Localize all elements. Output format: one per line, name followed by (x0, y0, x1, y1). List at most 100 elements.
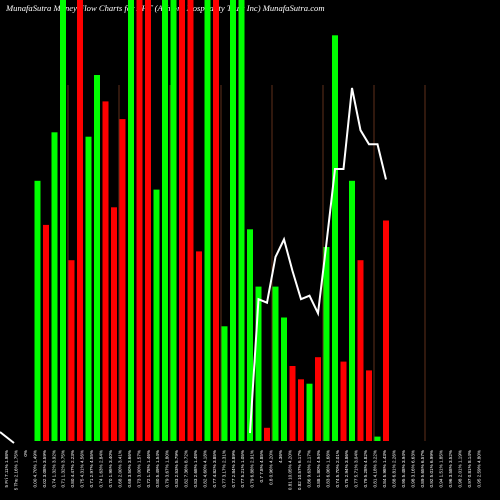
tick-label: 0.77 5.71% 3.04% (354, 450, 359, 488)
bar (230, 0, 236, 441)
tick-label: 0.79 3.67% 1.80% (165, 450, 170, 488)
bar (170, 0, 177, 441)
tick-label: 0.88 6.81% 2.26% (391, 450, 396, 488)
bar (68, 260, 75, 441)
money-flow-line (249, 87, 387, 434)
bar (238, 0, 245, 441)
bar (255, 286, 262, 441)
bar (119, 119, 126, 441)
bar (289, 366, 296, 441)
bar (51, 132, 58, 442)
bar (221, 326, 228, 441)
tick-label: 0.84 5.98% 1.43% (382, 450, 387, 488)
tick-label: 0.82 7.36% 8.72% (184, 450, 189, 488)
tick-label: 5 Thu 2.16% 1.75% (13, 450, 18, 490)
tick-label: 0.98 2.01% 1.19% (458, 450, 463, 488)
bar (128, 0, 134, 441)
tick-label: 0.83 2.68% 1.48% (193, 450, 198, 488)
tick-label: 0% (23, 450, 28, 457)
tick-label: 0.8 0.96% 4.20% (269, 450, 274, 485)
tick-label: 0.71 2.97% 4.55% (89, 450, 94, 488)
bar (111, 207, 117, 441)
tick-label: 0.80 4.47% 2.23% (70, 450, 75, 488)
tick-label: 0.77 3.17% 2.31% (221, 450, 226, 488)
bar (383, 220, 389, 441)
tick-label: 0.73 3.00% 1.57% (136, 450, 141, 488)
bar (281, 317, 287, 441)
bar (153, 189, 160, 441)
tick-label: 0.79 5.28% 4.82% (363, 450, 368, 488)
grid-layer (67, 85, 426, 441)
bar (60, 0, 66, 441)
bar (204, 0, 211, 441)
tick-label: 0.7 7.8% 4.85% (259, 450, 264, 482)
bar (102, 101, 109, 442)
bar (340, 361, 347, 441)
tick-label: 0.68 2.00% 3.41% (117, 450, 122, 488)
bar (349, 180, 355, 442)
tick-label: 0.72 1.78% 1.46% (146, 450, 151, 488)
bar (272, 286, 279, 441)
bar (94, 75, 100, 441)
bar (34, 180, 41, 442)
tick-label: 0.74 5.70% 2.01% (335, 450, 340, 488)
bar (43, 224, 49, 441)
tick-label: 0.83 2.53% 5.79% (174, 450, 179, 488)
line-layer (0, 87, 387, 444)
tick-label: 0.86 9.63% 2.17% (306, 450, 311, 488)
bar (162, 0, 168, 441)
bar (77, 0, 83, 441)
tick-label: 0.75 4.31% 4.56% (80, 450, 85, 488)
bar (366, 370, 372, 441)
tick-label: 0.74 1.63% 2.84% (99, 450, 104, 488)
tick-label: 0.95 2.59% 4.80% (477, 450, 482, 488)
tick-label: 0.70 1.95% 3.40% (108, 450, 113, 488)
tick-label: 0.88 1.80% 4.94% (316, 450, 321, 488)
tick-label: 0.80 5.49% 1.54% (155, 450, 160, 488)
tick-label: 0.79 6.88% 2.91% (250, 450, 255, 488)
bar (264, 427, 270, 441)
tick-label: 0.81 4.18% 3.22% (373, 450, 378, 488)
tick-label: 0.77 4.82% 3.85% (212, 450, 217, 488)
tick-label: 0.97 0.81% 8.14% (467, 450, 472, 488)
tick-label-layer: 5 Fri 7.11% 1.98% 5 Thu 2.16% 1.75% 0% 0.00… (4, 450, 482, 490)
bar (315, 357, 321, 441)
tick-label: 0.77 5.21% 1.05% (240, 450, 245, 488)
bar (332, 35, 338, 442)
bar (323, 247, 330, 441)
bar (187, 0, 194, 441)
bar (145, 0, 151, 441)
tick-label: 0.75 2.94% 3.86% (344, 450, 349, 488)
bar (179, 0, 185, 441)
tick-label: 0.92 5.01% 6.99% (429, 450, 434, 488)
tick-label: 0.02 3.08% 3.59% (42, 450, 47, 488)
tick-label: 0.94 1.51% 1.85% (439, 450, 444, 488)
bar (136, 0, 143, 441)
tick-label: 0.00 4.70% 1.49% (32, 450, 37, 488)
bar (374, 436, 381, 441)
bar (213, 0, 219, 441)
tick-label: 0.77 2.84% 3.89% (231, 450, 236, 488)
tick-label: 0.96 3.58% 3.52% (448, 450, 453, 488)
tick-label: 0.95 5.48% 3.94% (401, 450, 406, 488)
bar-layer (34, 0, 389, 442)
bar (85, 136, 92, 441)
bar (357, 260, 364, 441)
bar (298, 379, 304, 441)
tick-label: 0.71 1.32% 3.75% (61, 450, 66, 488)
tick-label: 0.89 5.65% 6.57% (420, 450, 425, 488)
bar (196, 251, 202, 441)
tick-label: 5 Fri 7.11% 1.98% (4, 450, 9, 487)
bar (247, 229, 253, 441)
tick-label: 0.98 3.16% 6.63% (410, 450, 415, 488)
bar (306, 383, 313, 441)
tick-label: 0.83 6.06% 1.68% (325, 450, 330, 488)
tick-label: 0.68 3.50% 3.66% (127, 450, 132, 488)
tick-label: 4.36% (278, 450, 283, 463)
tick-label: 0.82 10.57% 6.17% (297, 450, 302, 490)
tick-label: 0.82 4.60% 4.18% (202, 450, 207, 488)
line-start-segment (0, 431, 15, 444)
tick-label: 0.74 1.32% 3.92% (51, 450, 56, 488)
